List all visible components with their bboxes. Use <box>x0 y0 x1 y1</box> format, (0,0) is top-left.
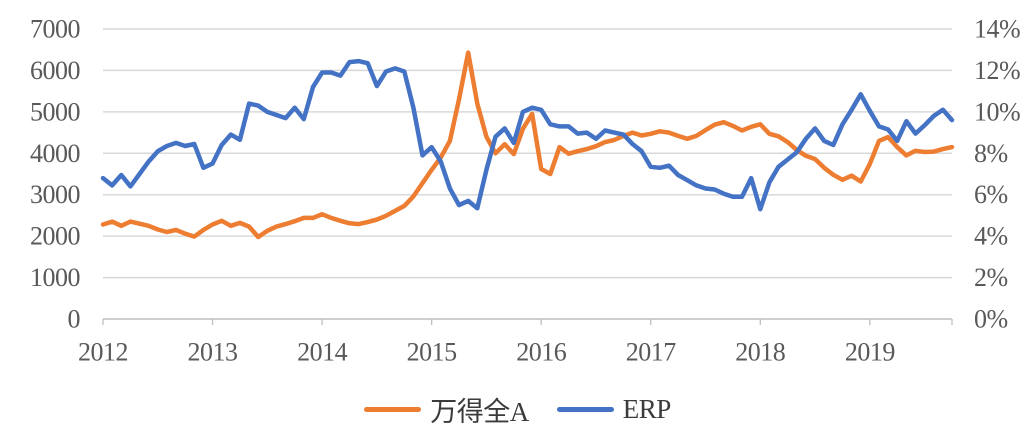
x-axis-year-label: 2013 <box>188 338 238 367</box>
x-axis-year-label: 2012 <box>78 338 128 367</box>
y-left-tick-label: 1000 <box>30 263 81 292</box>
y-right-tick-label: 2% <box>974 263 1008 292</box>
legend-item-wind-all-a: 万得全A <box>364 390 529 429</box>
y-right-tick-label: 12% <box>974 56 1020 85</box>
x-axis-year-label: 2014 <box>297 338 348 367</box>
y-right-tick-label: 8% <box>974 139 1008 168</box>
legend-item-erp: ERP <box>556 394 672 425</box>
legend-swatch-wind-all-a <box>364 407 422 412</box>
x-axis-year-label: 2018 <box>735 338 786 367</box>
series-line-erp <box>100 58 955 212</box>
legend-swatch-erp <box>556 407 614 412</box>
x-axis-year-label: 2019 <box>845 338 895 367</box>
legend-label-erp: ERP <box>622 394 672 424</box>
x-axis-year-label: 2017 <box>626 338 677 367</box>
y-left-tick-label: 5000 <box>30 97 81 126</box>
chart-legend: 万得全A ERP <box>0 390 1035 429</box>
y-left-tick-label: 7000 <box>30 15 81 44</box>
x-axis-year-label: 2015 <box>407 338 457 367</box>
y-left-tick-label: 6000 <box>30 56 81 85</box>
x-axis-year-label: 2016 <box>516 338 567 367</box>
y-right-tick-label: 4% <box>974 222 1008 251</box>
y-left-tick-label: 0 <box>68 305 81 334</box>
y-left-tick-label: 4000 <box>30 139 81 168</box>
legend-label-wind-all-a: 万得全A <box>430 397 529 427</box>
y-right-tick-label: 6% <box>974 180 1008 209</box>
y-right-tick-label: 14% <box>974 15 1020 44</box>
y-right-tick-label: 0% <box>974 305 1008 334</box>
y-left-tick-label: 3000 <box>30 180 81 209</box>
y-left-tick-label: 2000 <box>30 222 81 251</box>
series-line-wind-all-a <box>100 50 955 240</box>
y-right-tick-label: 10% <box>974 97 1020 126</box>
